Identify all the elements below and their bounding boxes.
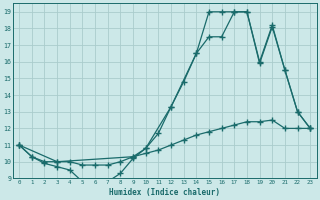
X-axis label: Humidex (Indice chaleur): Humidex (Indice chaleur)	[109, 188, 220, 197]
